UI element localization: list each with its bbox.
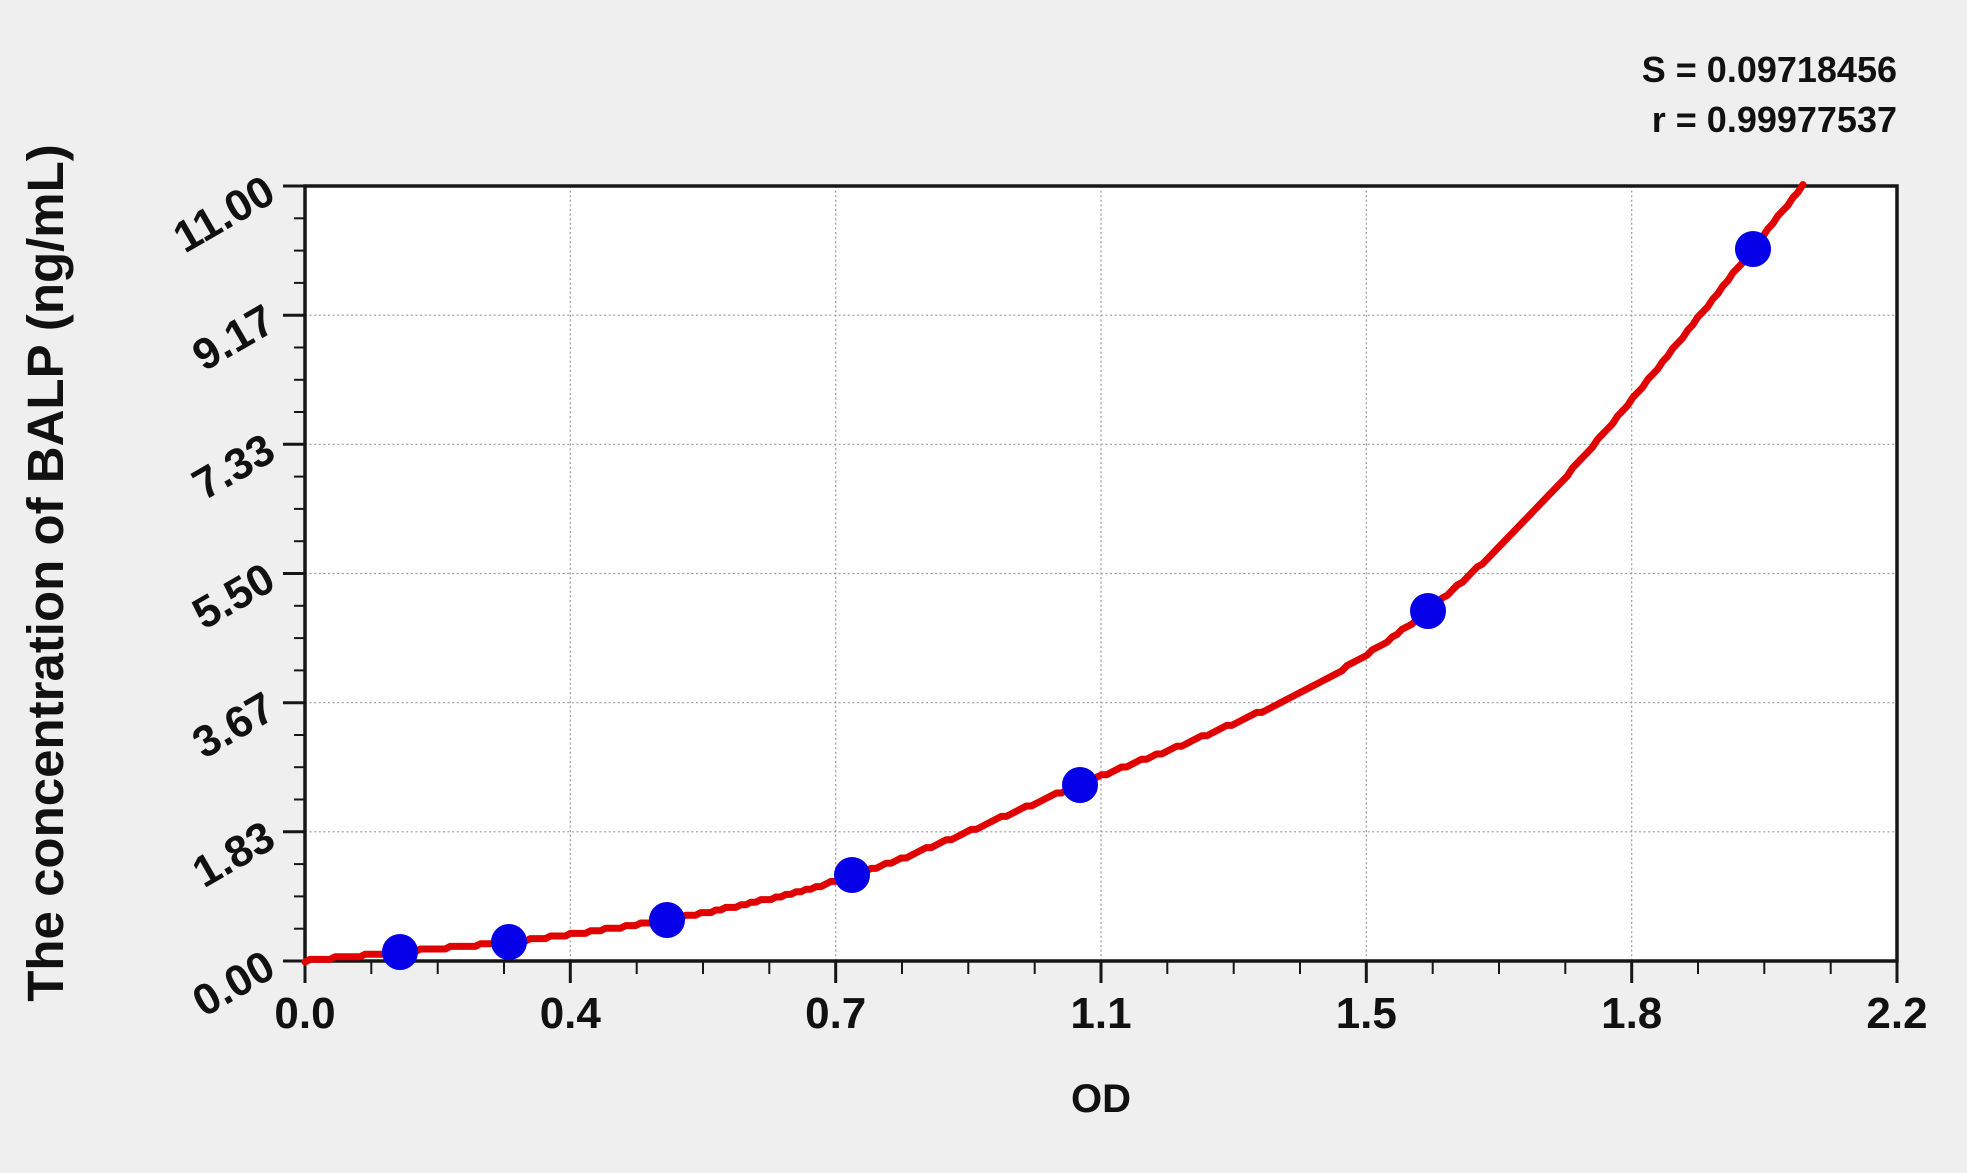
svg-text:11.00: 11.00	[165, 166, 283, 262]
svg-text:1.5: 1.5	[1336, 989, 1397, 1038]
svg-text:0.0: 0.0	[274, 989, 335, 1038]
svg-text:0.7: 0.7	[805, 989, 866, 1038]
svg-text:5.50: 5.50	[184, 554, 283, 639]
svg-text:0.4: 0.4	[540, 989, 602, 1038]
svg-text:2.2: 2.2	[1866, 989, 1927, 1038]
svg-text:S = 0.09718456: S = 0.09718456	[1642, 49, 1897, 90]
svg-text:1.1: 1.1	[1070, 989, 1131, 1038]
svg-text:The concentration of BALP (ng/: The concentration of BALP (ng/mL)	[17, 144, 74, 1002]
svg-text:9.17: 9.17	[184, 295, 283, 380]
svg-text:7.33: 7.33	[184, 425, 283, 510]
svg-text:3.67: 3.67	[184, 683, 283, 768]
svg-text:r = 0.99977537: r = 0.99977537	[1652, 99, 1897, 140]
svg-text:0.00: 0.00	[184, 941, 283, 1026]
svg-text:1.8: 1.8	[1601, 989, 1662, 1038]
svg-text:OD: OD	[1071, 1077, 1131, 1121]
svg-text:1.83: 1.83	[184, 812, 283, 897]
